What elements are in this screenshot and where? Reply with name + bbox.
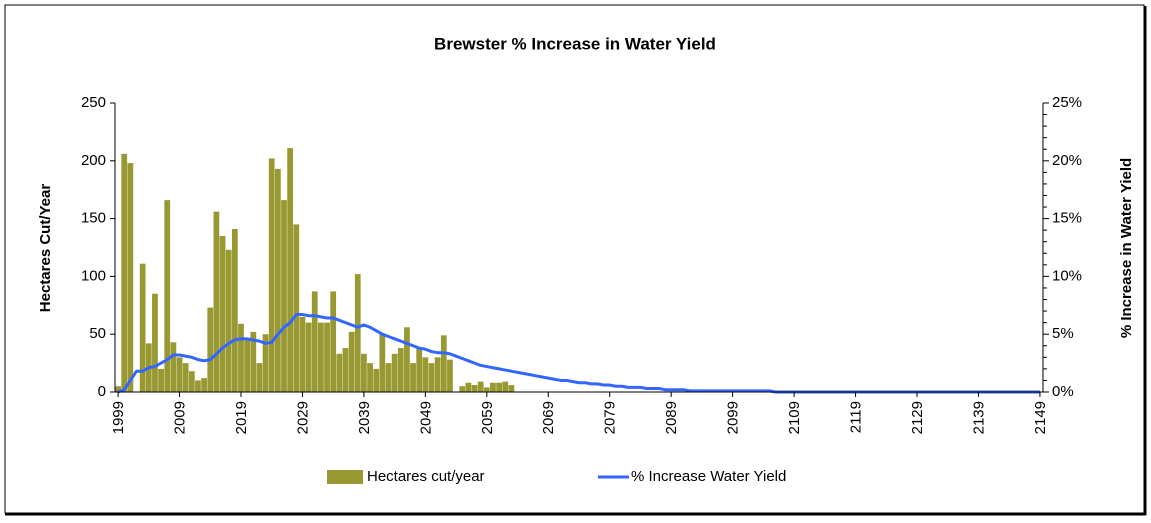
x-tick-label: 2039 [356, 401, 373, 434]
x-tick-label: 2059 [479, 401, 496, 434]
y2-tick-label: 20% [1052, 152, 1082, 169]
bar [404, 327, 410, 392]
bar [508, 385, 515, 392]
bar [496, 382, 502, 392]
x-tick-label: 2069 [540, 401, 557, 434]
y-tick-label: 200 [81, 152, 106, 169]
x-tick-label: 2089 [663, 401, 680, 434]
bar [176, 357, 183, 392]
bar [182, 363, 189, 392]
bar [115, 386, 121, 392]
bar [231, 229, 238, 392]
x-tick-label: 2139 [970, 401, 987, 434]
bar [293, 224, 300, 392]
bar [447, 359, 453, 392]
bar [391, 353, 398, 392]
x-tick-label: 2099 [725, 401, 742, 434]
bar [195, 380, 201, 392]
bar [170, 342, 177, 392]
bar [207, 307, 214, 392]
bar [336, 353, 343, 392]
bar [465, 382, 472, 392]
y-tick-label: 150 [81, 210, 106, 227]
bar [250, 331, 257, 392]
x-tick-label: 2009 [171, 401, 188, 434]
x-tick-label: 2049 [417, 401, 434, 434]
x-tick-label: 2019 [233, 401, 250, 434]
bar [330, 291, 337, 392]
bar [299, 316, 306, 392]
bar [471, 385, 478, 392]
legend-label: Hectares cut/year [367, 468, 485, 485]
bar [121, 153, 128, 392]
bar [373, 368, 380, 392]
bar [367, 363, 373, 392]
legend-label: % Increase Water Yield [631, 468, 786, 485]
bar [158, 368, 164, 392]
bar [213, 211, 220, 392]
bar [152, 293, 158, 392]
y2-tick-label: 15% [1052, 210, 1082, 227]
y2-tick-label: 5% [1052, 325, 1074, 342]
bar [262, 334, 269, 392]
x-tick-label: 2109 [786, 401, 803, 434]
y-tick-label: 0 [98, 383, 106, 400]
chart-frame [4, 4, 1145, 514]
bar [287, 148, 294, 392]
y2-axis-title: % Increase in Water Yield [1118, 158, 1135, 338]
bar [238, 323, 244, 392]
bar [139, 263, 146, 392]
bar [502, 381, 509, 392]
x-tick-label: 2119 [848, 401, 865, 433]
bar [256, 363, 263, 392]
x-tick-label: 2129 [909, 401, 926, 434]
chart-title: Brewster % Increase in Water Yield [434, 34, 716, 53]
bar [317, 322, 324, 392]
bar [440, 335, 447, 392]
bar [397, 348, 404, 392]
bar [385, 363, 392, 392]
y-axis-title: Hectares Cut/Year [37, 184, 54, 313]
bar [188, 371, 195, 392]
bar [342, 348, 349, 392]
bar [305, 322, 312, 392]
bar [477, 381, 484, 392]
bar [244, 339, 251, 392]
legend-swatch [327, 470, 363, 484]
x-tick-label: 2079 [602, 401, 619, 434]
y2-tick-label: 0% [1052, 383, 1074, 400]
bar [483, 387, 490, 392]
bar [281, 200, 287, 392]
x-tick-label: 2029 [294, 401, 311, 434]
bar [311, 291, 318, 392]
bar [361, 353, 367, 392]
bar [459, 386, 466, 392]
bar [324, 322, 330, 392]
bar [201, 378, 208, 392]
bar [219, 235, 226, 392]
y2-tick-label: 25% [1052, 94, 1082, 111]
bar [490, 382, 496, 392]
bar [416, 348, 423, 392]
bar [274, 168, 281, 392]
y-tick-label: 100 [81, 267, 106, 284]
bar [410, 363, 416, 392]
bar [434, 357, 441, 392]
bar [379, 334, 386, 392]
bar [127, 163, 134, 392]
y-tick-label: 250 [81, 94, 106, 111]
bar [422, 357, 429, 392]
bar [354, 274, 361, 392]
bar [164, 200, 171, 392]
y2-tick-label: 10% [1052, 267, 1082, 284]
bar [348, 331, 355, 392]
bar [268, 158, 275, 392]
bar [428, 363, 435, 392]
bar [225, 249, 232, 392]
y-tick-label: 50 [89, 325, 106, 342]
x-tick-label: 1999 [110, 401, 127, 434]
x-tick-label: 2149 [1032, 401, 1049, 434]
